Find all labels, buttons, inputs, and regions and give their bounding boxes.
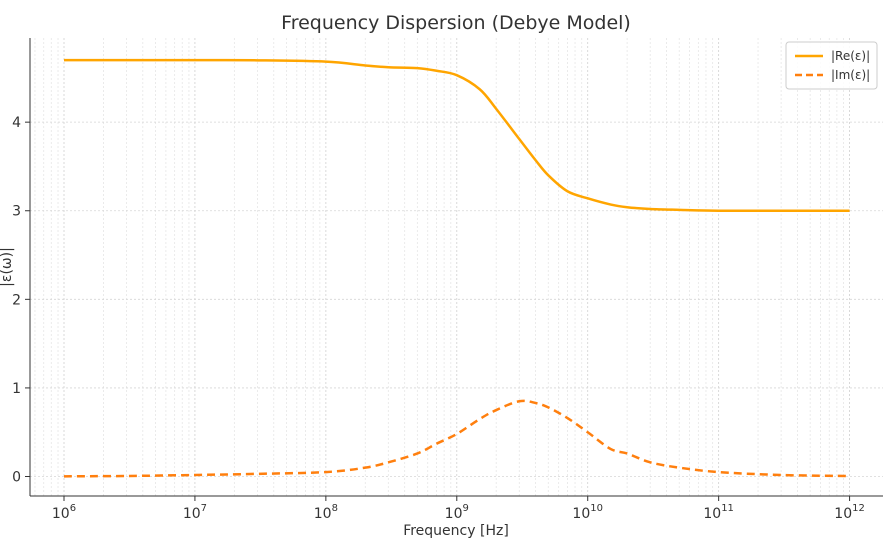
x-tick-label: 1010 bbox=[572, 503, 603, 522]
y-ticks: 0 1 2 3 4 bbox=[12, 115, 30, 486]
grid bbox=[30, 38, 883, 496]
x-tick-label: 108 bbox=[314, 503, 338, 522]
y-axis-label: |ε(ω)| bbox=[0, 247, 15, 287]
y-tick-label: 1 bbox=[12, 381, 21, 397]
x-tick-label: 107 bbox=[183, 503, 207, 522]
x-tick-label: 106 bbox=[52, 503, 76, 522]
x-axis-label: Frequency [Hz] bbox=[403, 523, 509, 539]
y-tick-label: 3 bbox=[12, 204, 21, 220]
legend-label-re: |Re(ε)| bbox=[831, 49, 870, 63]
y-tick-label: 0 bbox=[12, 470, 21, 486]
series-re-line bbox=[63, 58, 850, 213]
chart-title: Frequency Dispersion (Debye Model) bbox=[281, 12, 631, 34]
x-tick-label: 1011 bbox=[703, 503, 734, 522]
x-tick-label: 1012 bbox=[834, 503, 865, 522]
legend-label-im: |Im(ε)| bbox=[831, 68, 870, 82]
legend: |Re(ε)| |Im(ε)| bbox=[785, 41, 878, 90]
x-ticks: 106 107 108 109 1010 1011 1012 bbox=[52, 496, 865, 522]
legend-box bbox=[785, 41, 878, 90]
y-tick-label: 4 bbox=[12, 115, 21, 131]
series-im-line bbox=[63, 399, 850, 478]
x-tick-label: 109 bbox=[445, 503, 469, 522]
series-group bbox=[63, 58, 850, 478]
y-tick-label: 2 bbox=[12, 292, 21, 308]
